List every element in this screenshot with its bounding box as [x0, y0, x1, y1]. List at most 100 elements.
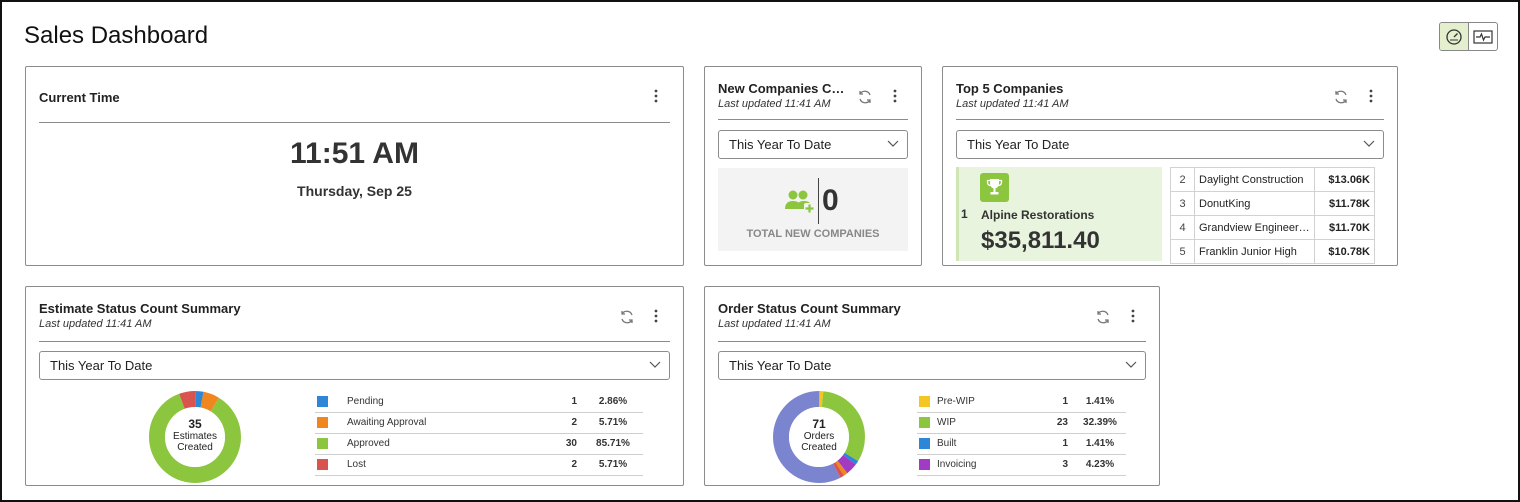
legend-row: WIP 23 32.39% [917, 412, 1126, 434]
gauge-icon [1446, 28, 1462, 45]
estimate-legend: Pending 1 2.86% Awaiting Approval 2 5.71% Ap… [315, 391, 643, 476]
new-companies-stat: 0 TOTAL NEW COMPANIES [718, 168, 908, 251]
legend-swatch [317, 416, 328, 428]
current-time-card: Current Time 11:51 AM Thursday, Sep 25 [25, 66, 684, 266]
last-updated-text: Last updated 11:41 AM [718, 318, 831, 330]
top-company-name: Alpine Restorations [981, 208, 1095, 222]
kebab-menu-icon [1369, 89, 1373, 103]
legend-row: Approved 30 85.71% [315, 433, 643, 455]
refresh-button[interactable] [1333, 88, 1349, 106]
company-name-cell: DonutKing [1194, 191, 1315, 216]
more-options-button[interactable] [887, 87, 903, 105]
top-companies-table: 2 Daylight Construction $13.06K 3 DonutKing… [1170, 167, 1375, 264]
date-range-select[interactable]: This Year To Date [956, 130, 1384, 159]
estimate-status-card: Estimate Status Count Summary Last updat… [25, 286, 684, 486]
trophy-badge [980, 173, 1009, 202]
more-options-button[interactable] [648, 307, 664, 325]
rank-cell: 3 [1170, 191, 1195, 216]
current-time-value: 11:51 AM [290, 137, 419, 170]
rank-cell: 4 [1170, 215, 1195, 240]
legend-count: 2 [533, 412, 583, 434]
date-range-select[interactable]: This Year To Date [39, 351, 670, 380]
estimate-donut-chart [149, 391, 241, 483]
new-companies-card: New Companies Cre... Last updated 11:41 … [704, 66, 922, 266]
legend-swatch [317, 458, 328, 470]
legend-label: Pre-WIP [937, 391, 1032, 413]
legend-percent: 4.23% [1074, 454, 1126, 476]
card-divider [956, 119, 1384, 120]
activity-view-button[interactable] [1469, 23, 1497, 50]
donut-total-label-line2: Created [177, 442, 213, 453]
top-company-highlight: 1 Alpine Restorations $35,811.40 [956, 167, 1162, 261]
legend-row: Pre-WIP 1 1.41% [917, 391, 1126, 413]
view-toggle [1439, 22, 1498, 51]
card-title: New Companies Cre... [718, 81, 848, 96]
refresh-button[interactable] [857, 88, 873, 106]
legend-count: 1 [533, 391, 583, 413]
legend-row: Lost 2 5.71% [315, 454, 643, 476]
page-title: Sales Dashboard [24, 22, 209, 49]
legend-label: WIP [937, 412, 1032, 434]
add-users-icon [785, 190, 815, 214]
donut-total-label-line1: Orders [803, 431, 835, 442]
donut-segment [149, 391, 241, 483]
date-range-select[interactable]: This Year To Date [718, 130, 908, 159]
legend-percent: 1.41% [1074, 433, 1126, 455]
amount-cell: $10.78K [1314, 239, 1375, 264]
legend-swatch [317, 437, 328, 449]
legend-row: Invoicing 3 4.23% [917, 454, 1126, 476]
donut-segment [773, 391, 865, 483]
amount-cell: $11.78K [1314, 191, 1375, 216]
trophy-icon [986, 179, 1003, 195]
legend-percent: 2.86% [583, 391, 643, 413]
refresh-button[interactable] [619, 308, 635, 326]
order-status-card: Order Status Count Summary Last updated … [704, 286, 1160, 486]
card-title: Top 5 Companies [956, 81, 1064, 96]
card-divider [39, 122, 670, 123]
more-options-button[interactable] [1125, 307, 1141, 325]
legend-row: Pending 1 2.86% [315, 391, 643, 413]
date-range-value: This Year To Date [50, 358, 153, 373]
card-divider [718, 341, 1146, 342]
legend-count: 3 [1032, 454, 1074, 476]
refresh-button[interactable] [1095, 308, 1111, 326]
rank-strip [956, 167, 959, 261]
pulse-icon [1473, 29, 1493, 44]
top-company-name-cell: Alpine Restorations $35,811.40 [972, 167, 1162, 261]
more-options-button[interactable] [648, 87, 664, 105]
legend-swatch [919, 416, 930, 428]
legend-count: 23 [1032, 412, 1074, 434]
kebab-menu-icon [654, 309, 658, 323]
order-legend: Pre-WIP 1 1.41% WIP 23 32.39% Built 1 1.41% In… [917, 391, 1126, 476]
legend-label: Pending [347, 391, 533, 413]
card-title: Current Time [39, 90, 120, 105]
stat-divider [818, 178, 819, 224]
refresh-icon [1097, 310, 1109, 324]
table-row: 5 Franklin Junior High $10.78K [1170, 239, 1375, 264]
legend-swatch [919, 395, 930, 407]
company-name-cell: Grandview Engineeri... [1194, 215, 1315, 240]
more-options-button[interactable] [1363, 87, 1379, 105]
legend-count: 1 [1032, 391, 1074, 413]
amount-cell: $11.70K [1314, 215, 1375, 240]
company-name-cell: Daylight Construction [1194, 167, 1315, 192]
legend-count: 1 [1032, 433, 1074, 455]
card-divider [39, 341, 670, 342]
legend-label: Lost [347, 454, 533, 476]
legend-percent: 32.39% [1074, 412, 1126, 434]
legend-swatch [919, 458, 930, 470]
company-name-cell: Franklin Junior High [1194, 239, 1315, 264]
date-range-value: This Year To Date [729, 137, 832, 152]
donut-total-label-line1: Estimates [173, 431, 217, 442]
legend-row: Built 1 1.41% [917, 433, 1126, 455]
donut-center-label: 35 Estimates Created [149, 418, 241, 453]
legend-percent: 5.71% [583, 412, 643, 434]
donut-total-label-line2: Created [801, 442, 837, 453]
last-updated-text: Last updated 11:41 AM [956, 98, 1069, 110]
dashboard-view-button[interactable] [1440, 23, 1469, 50]
donut-hole [165, 407, 225, 467]
date-range-select[interactable]: This Year To Date [718, 351, 1146, 380]
chevron-down-icon [1363, 140, 1375, 147]
current-date-value: Thursday, Sep 25 [297, 183, 412, 199]
